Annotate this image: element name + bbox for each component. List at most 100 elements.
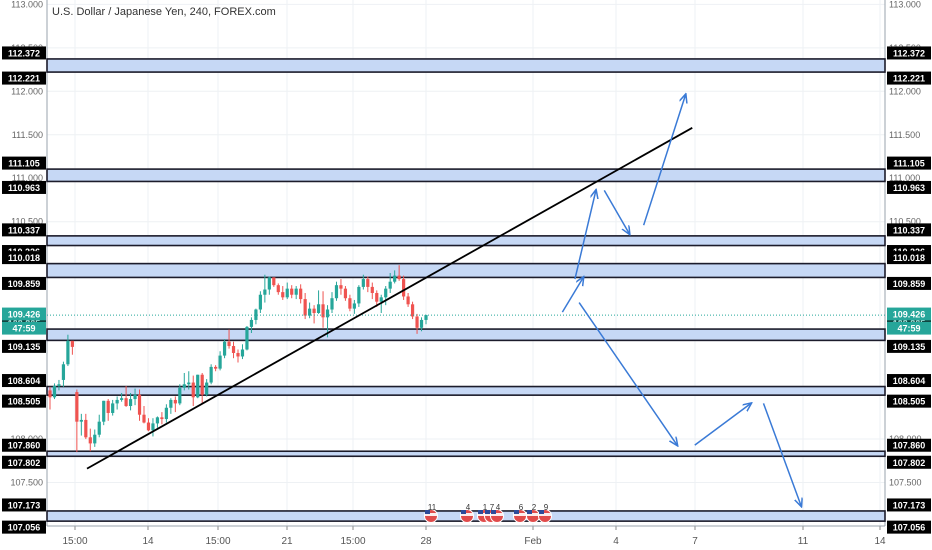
candle-body [164, 407, 168, 420]
x-tick-label: 15:00 [205, 536, 230, 547]
zone-price-label: 110.337 [893, 225, 925, 235]
zone-price-label: 107.173 [8, 500, 41, 510]
y-tick-label-right: 111.500 [889, 130, 920, 140]
candle-body [290, 288, 294, 295]
candle-body [357, 286, 361, 304]
candle-body [128, 399, 133, 407]
candle-body [231, 346, 236, 353]
event-flag-icon[interactable]: 2 [526, 503, 540, 523]
zone-price-label-bg [887, 223, 931, 237]
zone-price-label-bg [2, 223, 46, 237]
x-tick-label: 14 [874, 536, 886, 547]
zone-price-label-bg [887, 394, 931, 408]
x-tick-label: 28 [420, 536, 432, 547]
candle-body [66, 340, 70, 365]
candle-body [133, 394, 137, 400]
zone-price-label-bg [2, 156, 46, 170]
event-count: 7 [490, 503, 495, 512]
zone-price-label-bg [2, 339, 46, 353]
candle-body [263, 289, 267, 295]
zone-price-label: 110.337 [8, 225, 40, 235]
arrow[interactable] [603, 190, 629, 233]
x-tick-label: 15:00 [340, 536, 365, 547]
candle-body [52, 386, 57, 398]
candle-body [312, 308, 316, 313]
candle-body [330, 298, 334, 310]
x-tick-label: 7 [692, 536, 698, 547]
arrow[interactable] [762, 403, 801, 506]
candle-body [321, 304, 325, 318]
candle-body [352, 303, 356, 309]
candle-body [70, 340, 74, 347]
arrow[interactable] [694, 403, 751, 446]
candle-body [308, 308, 312, 316]
zone-rect[interactable] [46, 168, 886, 183]
candle-body [137, 394, 142, 415]
arrow[interactable] [578, 302, 677, 446]
candle-body [388, 281, 392, 289]
countdown-label-bg [887, 321, 931, 335]
candle-body [155, 417, 160, 424]
zone-rect[interactable] [46, 450, 886, 458]
candle-body [249, 319, 254, 327]
zone-price-label: 108.505 [8, 397, 41, 407]
zone-price-label-bg [887, 180, 931, 194]
zone-price-label-bg [2, 180, 46, 194]
candle-body [214, 366, 218, 369]
candle-body [299, 288, 303, 300]
zone-price-label-bg [2, 46, 46, 60]
candle-body [361, 279, 365, 287]
event-flag-icon[interactable]: 4 [490, 503, 504, 523]
zone-price-label: 112.221 [8, 74, 40, 84]
candle-body [209, 366, 213, 383]
arrow[interactable] [642, 95, 686, 226]
zone-price-label: 107.802 [8, 458, 41, 468]
candle-body [402, 279, 406, 297]
candle-body [182, 384, 186, 388]
zone-rect[interactable] [46, 262, 886, 279]
zone-rect[interactable] [46, 58, 886, 73]
candle-body [200, 374, 204, 395]
candle-body [196, 374, 200, 398]
candle-body [415, 316, 419, 328]
candle-body [160, 417, 164, 420]
candle-body [84, 419, 88, 438]
candle-body [61, 364, 66, 380]
candle-body [218, 355, 222, 369]
zone-rect[interactable] [46, 328, 886, 342]
zone-rect[interactable] [46, 235, 886, 247]
candle-body [406, 296, 410, 305]
candle-body [258, 294, 262, 310]
zone-price-label: 109.859 [8, 279, 41, 289]
zone-price-label: 109.859 [893, 279, 926, 289]
candle-body [254, 309, 258, 320]
event-flag-icon[interactable]: 4 [460, 503, 474, 523]
zone-rect[interactable] [46, 385, 886, 396]
candle-body [366, 279, 370, 287]
candle-body [303, 299, 307, 316]
x-tick-label: 4 [613, 536, 619, 547]
zone-price-label-bg [2, 276, 46, 290]
arrow[interactable] [561, 277, 583, 313]
zone-price-label-bg [887, 339, 931, 353]
y-tick-label-left: 111.000 [12, 173, 43, 183]
x-tick-label: 15:00 [62, 536, 87, 547]
candle-body [88, 437, 92, 444]
arrow[interactable] [574, 190, 596, 280]
zone-price-label: 110.018 [893, 253, 925, 263]
zone-price-label: 108.604 [893, 376, 926, 386]
candle-body [240, 349, 245, 357]
candle-body [410, 304, 415, 317]
zone-price-label-bg [2, 455, 46, 469]
zone-price-label: 112.372 [8, 48, 40, 58]
candle-body [191, 382, 195, 398]
y-tick-label-left: 107.500 [10, 478, 43, 488]
event-flag-icon[interactable]: 11 [424, 503, 438, 523]
event-flag-icon[interactable]: 9 [538, 503, 552, 523]
candle-body [419, 319, 424, 328]
zone-price-label: 108.505 [893, 397, 926, 407]
trendline[interactable] [86, 127, 693, 470]
x-tick-label: 21 [281, 536, 293, 547]
candle-body [334, 285, 339, 299]
